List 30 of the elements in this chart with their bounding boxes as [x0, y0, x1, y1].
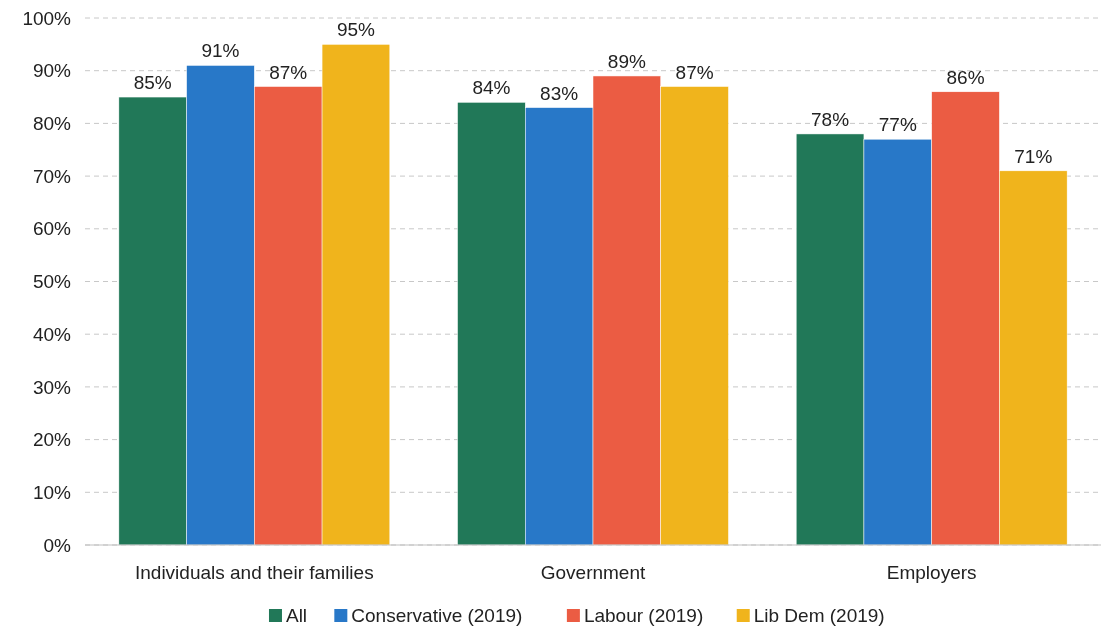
y-tick-label: 50%: [32, 271, 72, 293]
data-label: 71%: [1014, 145, 1053, 167]
data-label: 86%: [946, 66, 985, 88]
x-tick-label: Individuals and their families: [134, 562, 374, 583]
data-label: 77%: [878, 114, 917, 136]
data-label: 83%: [540, 82, 579, 104]
y-tick-label: 70%: [32, 165, 72, 187]
y-tick-label: 10%: [32, 481, 72, 503]
data-label: 91%: [201, 40, 240, 62]
x-tick-label: Government: [540, 562, 646, 583]
y-tick-label: 20%: [32, 429, 72, 451]
y-tick-label: 100%: [22, 7, 72, 29]
data-label: 89%: [607, 50, 646, 72]
y-tick-label: 90%: [32, 60, 72, 82]
data-label: 87%: [269, 61, 308, 83]
legend-label: Conservative (2019): [351, 605, 523, 626]
data-label: 85%: [133, 72, 172, 94]
y-tick-label: 30%: [32, 376, 72, 398]
data-label: 84%: [472, 77, 511, 99]
legend-label: Labour (2019): [583, 605, 704, 626]
x-tick-label: Employers: [886, 562, 977, 583]
y-tick-label: 40%: [32, 323, 72, 345]
legend-label: All: [285, 605, 308, 626]
data-label: 87%: [675, 61, 714, 83]
data-label: 95%: [336, 19, 376, 41]
y-tick-label: 0%: [43, 534, 72, 556]
y-tick-label: 60%: [32, 218, 72, 240]
y-tick-label: 80%: [32, 113, 72, 135]
data-label: 78%: [811, 108, 850, 130]
legend-label: Lib Dem (2019): [753, 605, 885, 626]
